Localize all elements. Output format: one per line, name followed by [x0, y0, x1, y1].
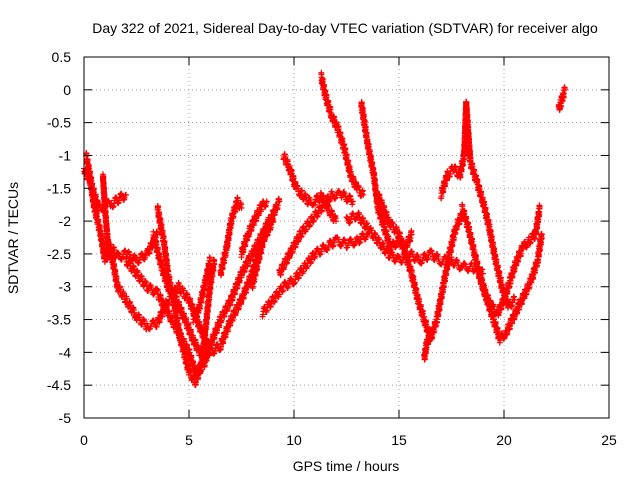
data-point	[115, 250, 122, 257]
data-point	[123, 191, 129, 198]
data-point	[126, 251, 133, 258]
data-point	[153, 323, 160, 330]
series-track-3	[99, 171, 113, 260]
data-point	[136, 257, 143, 264]
data-point	[114, 279, 121, 286]
data-point	[216, 347, 223, 354]
data-point	[121, 194, 128, 201]
data-point	[142, 251, 149, 258]
data-point	[125, 248, 132, 255]
data-point	[89, 180, 96, 187]
data-point	[148, 284, 155, 291]
data-points	[81, 69, 568, 388]
data-point	[135, 260, 142, 267]
data-point	[160, 233, 167, 240]
data-point	[211, 348, 218, 355]
data-point	[147, 323, 154, 330]
data-point	[142, 254, 149, 261]
